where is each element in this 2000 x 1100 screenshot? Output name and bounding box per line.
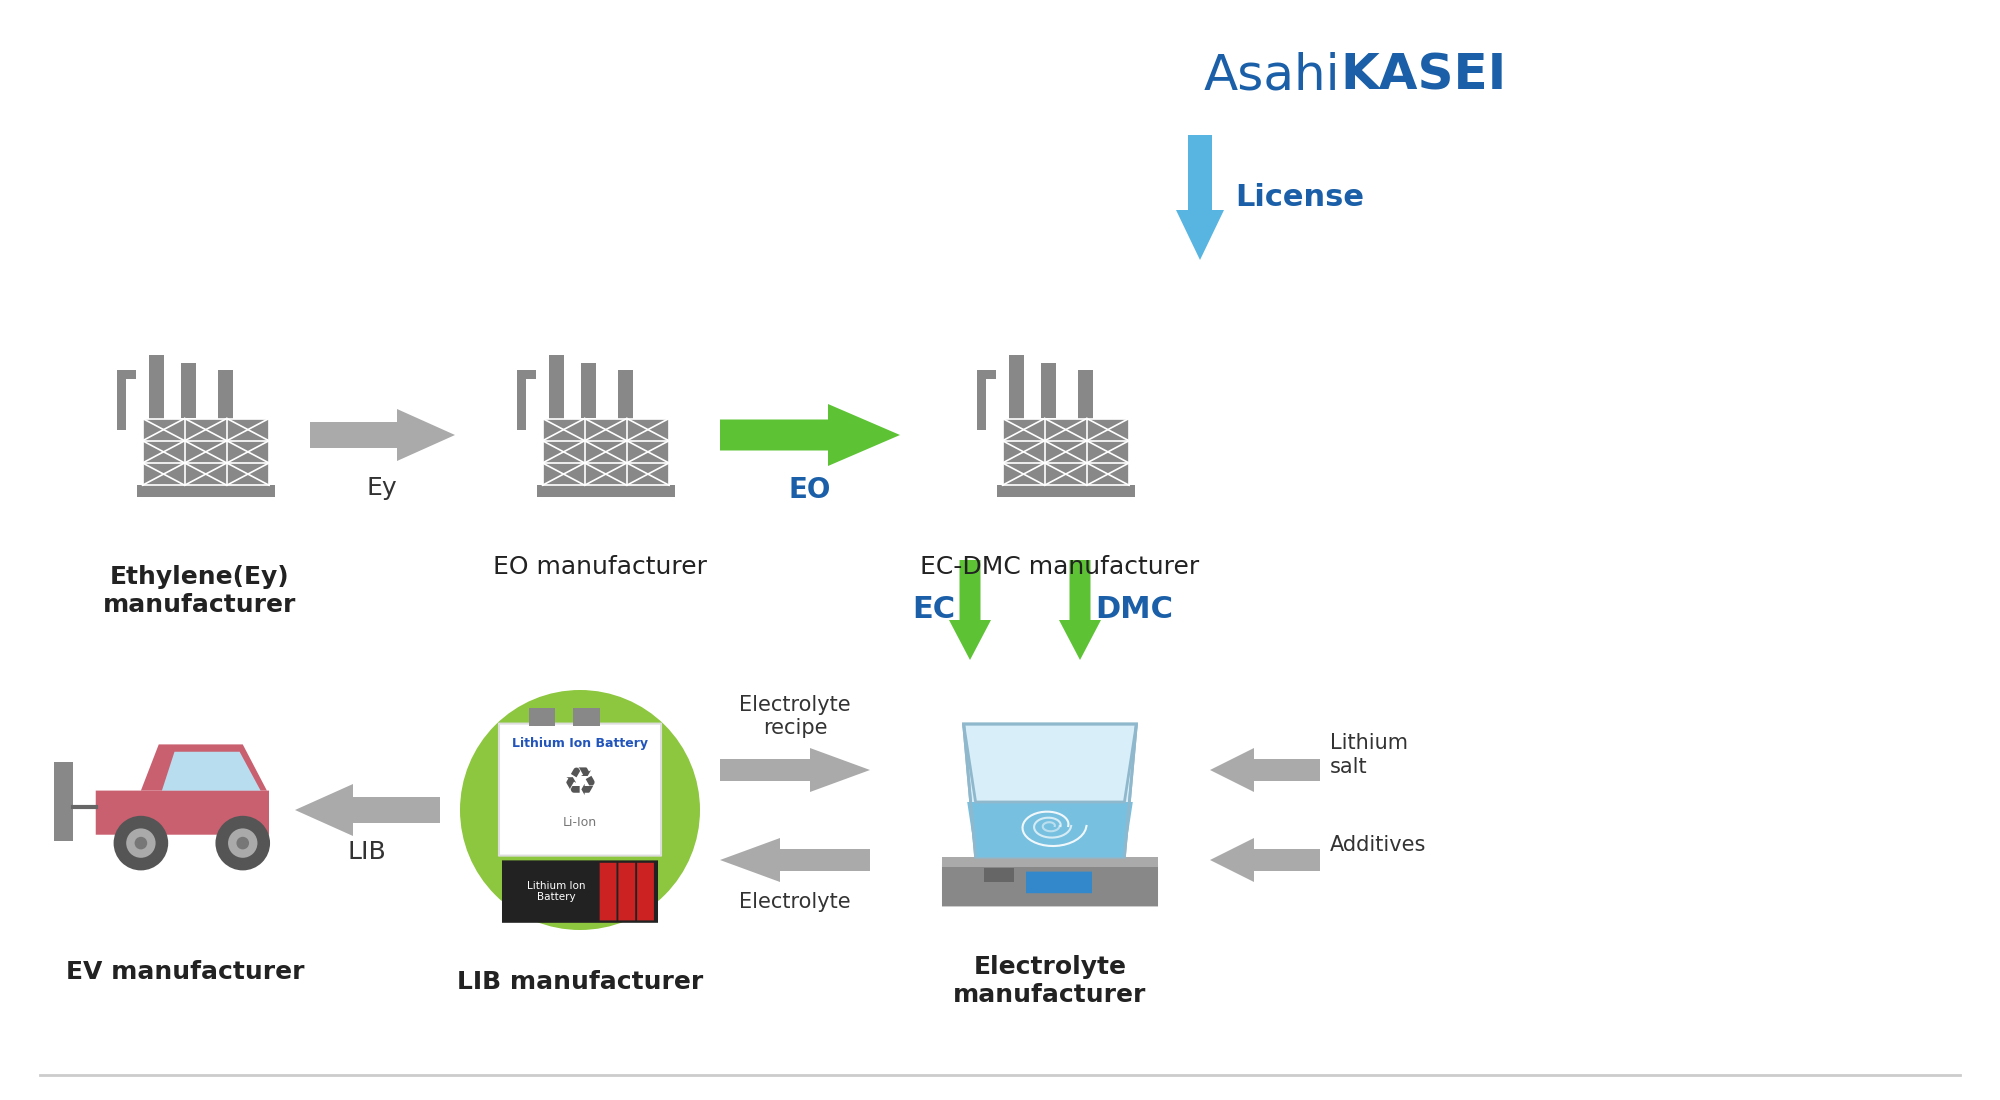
Bar xyxy=(996,485,1134,497)
Bar xyxy=(528,708,556,726)
FancyBboxPatch shape xyxy=(618,862,636,921)
Polygon shape xyxy=(1210,748,1320,792)
Text: EO: EO xyxy=(788,476,832,504)
FancyBboxPatch shape xyxy=(502,860,658,923)
Polygon shape xyxy=(720,404,900,466)
Bar xyxy=(1078,371,1092,418)
Text: Ethylene(Ey)
manufacturer: Ethylene(Ey) manufacturer xyxy=(104,565,296,617)
Bar xyxy=(1002,418,1128,485)
Bar xyxy=(182,363,196,418)
Text: EO manufacturer: EO manufacturer xyxy=(492,556,708,579)
Circle shape xyxy=(126,828,156,858)
FancyBboxPatch shape xyxy=(96,791,270,835)
Text: EC-DMC manufacturer: EC-DMC manufacturer xyxy=(920,556,1200,579)
Bar xyxy=(582,363,596,418)
Bar xyxy=(118,371,136,380)
Ellipse shape xyxy=(460,690,700,930)
Text: DMC: DMC xyxy=(1096,595,1172,625)
Text: Electrolyte: Electrolyte xyxy=(740,892,850,912)
Polygon shape xyxy=(720,748,870,792)
Polygon shape xyxy=(162,751,260,791)
Circle shape xyxy=(134,837,148,849)
Bar xyxy=(548,355,564,418)
Bar xyxy=(518,371,526,430)
Polygon shape xyxy=(1210,838,1320,882)
Polygon shape xyxy=(720,838,870,882)
Text: Lithium Ion
Battery: Lithium Ion Battery xyxy=(528,881,586,902)
Circle shape xyxy=(228,828,258,858)
Bar xyxy=(142,418,268,485)
Polygon shape xyxy=(310,409,456,461)
Text: LIB manufacturer: LIB manufacturer xyxy=(456,970,704,994)
Bar xyxy=(54,762,72,842)
Bar xyxy=(1042,363,1056,418)
Text: Electrolyte
manufacturer: Electrolyte manufacturer xyxy=(954,955,1146,1006)
Bar xyxy=(542,418,668,485)
Bar xyxy=(978,371,986,430)
Polygon shape xyxy=(1060,560,1100,660)
FancyBboxPatch shape xyxy=(498,724,662,856)
Bar xyxy=(218,371,232,418)
FancyBboxPatch shape xyxy=(638,862,654,921)
Text: Ey: Ey xyxy=(366,476,398,501)
Circle shape xyxy=(216,816,270,870)
Text: Li-Ion: Li-Ion xyxy=(562,815,598,828)
Text: Asahi: Asahi xyxy=(1204,51,1340,99)
Text: ♻: ♻ xyxy=(562,764,598,803)
FancyBboxPatch shape xyxy=(1026,871,1092,893)
Bar xyxy=(148,355,164,418)
FancyBboxPatch shape xyxy=(600,862,616,921)
Bar xyxy=(984,868,1014,882)
Bar xyxy=(1008,355,1024,418)
Bar xyxy=(536,485,674,497)
Polygon shape xyxy=(140,745,266,791)
Bar xyxy=(118,371,126,430)
Text: License: License xyxy=(1236,183,1364,211)
Polygon shape xyxy=(1176,135,1224,260)
Bar xyxy=(518,371,536,380)
Circle shape xyxy=(114,816,168,870)
FancyBboxPatch shape xyxy=(942,865,1158,906)
Text: LIB: LIB xyxy=(348,840,386,864)
Text: EV manufacturer: EV manufacturer xyxy=(66,960,304,984)
Polygon shape xyxy=(968,802,1132,857)
Text: KASEI: KASEI xyxy=(1340,51,1506,99)
Polygon shape xyxy=(296,784,440,836)
Text: Lithium Ion Battery: Lithium Ion Battery xyxy=(512,737,648,750)
Text: Additives: Additives xyxy=(1330,835,1426,855)
Polygon shape xyxy=(950,560,992,660)
Text: Electrolyte
recipe: Electrolyte recipe xyxy=(740,695,850,738)
Text: Lithium
salt: Lithium salt xyxy=(1330,734,1408,777)
Bar xyxy=(136,485,274,497)
Circle shape xyxy=(236,837,250,849)
Bar xyxy=(618,371,632,418)
Polygon shape xyxy=(964,724,1136,857)
Bar xyxy=(978,371,996,380)
Text: EC: EC xyxy=(912,595,956,625)
Bar xyxy=(574,708,600,726)
Bar xyxy=(942,857,1158,867)
